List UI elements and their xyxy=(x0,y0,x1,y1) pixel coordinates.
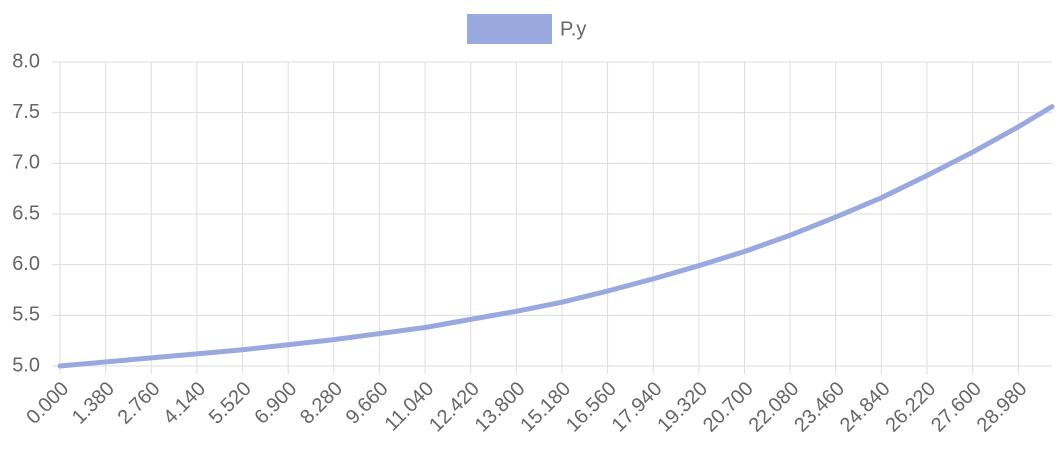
x-tick-label: 27.600 xyxy=(927,378,986,437)
x-tick-label: 26.220 xyxy=(881,378,940,437)
x-tick-label: 19.320 xyxy=(653,378,712,437)
y-tick-label: 6.5 xyxy=(12,202,40,224)
legend-swatch xyxy=(467,14,552,44)
y-tick-label: 5.5 xyxy=(12,304,40,326)
x-tick-label: 20.700 xyxy=(699,378,758,437)
y-tick-label: 8.0 xyxy=(12,50,40,72)
x-tick-label: 12.420 xyxy=(425,378,484,437)
x-tick-label: 23.460 xyxy=(790,378,849,437)
x-tick-label: 15.180 xyxy=(516,378,575,437)
x-tick-label: 16.560 xyxy=(562,378,621,437)
x-tick-label: 8.280 xyxy=(296,378,347,429)
y-tick-label: 6.0 xyxy=(12,253,40,275)
x-tick-label: 13.800 xyxy=(471,378,530,437)
x-tick-label: 6.900 xyxy=(250,378,301,429)
x-tick-label: 4.140 xyxy=(159,378,210,429)
x-tick-label: 5.520 xyxy=(205,378,256,429)
x-tick-label: 28.980 xyxy=(973,378,1032,437)
y-tick-label: 7.0 xyxy=(12,152,40,174)
x-tick-label: 0.000 xyxy=(22,378,73,429)
y-tick-label: 7.5 xyxy=(12,101,40,123)
x-tick-label: 17.940 xyxy=(608,378,667,437)
x-tick-label: 22.080 xyxy=(745,378,804,437)
data-line xyxy=(57,104,1055,369)
x-tick-label: 24.840 xyxy=(836,378,895,437)
legend-label: P.y xyxy=(560,18,586,40)
y-tick-label: 5.0 xyxy=(12,354,40,376)
x-tick-label: 1.380 xyxy=(68,378,119,429)
x-tick-label: 2.760 xyxy=(114,378,165,429)
